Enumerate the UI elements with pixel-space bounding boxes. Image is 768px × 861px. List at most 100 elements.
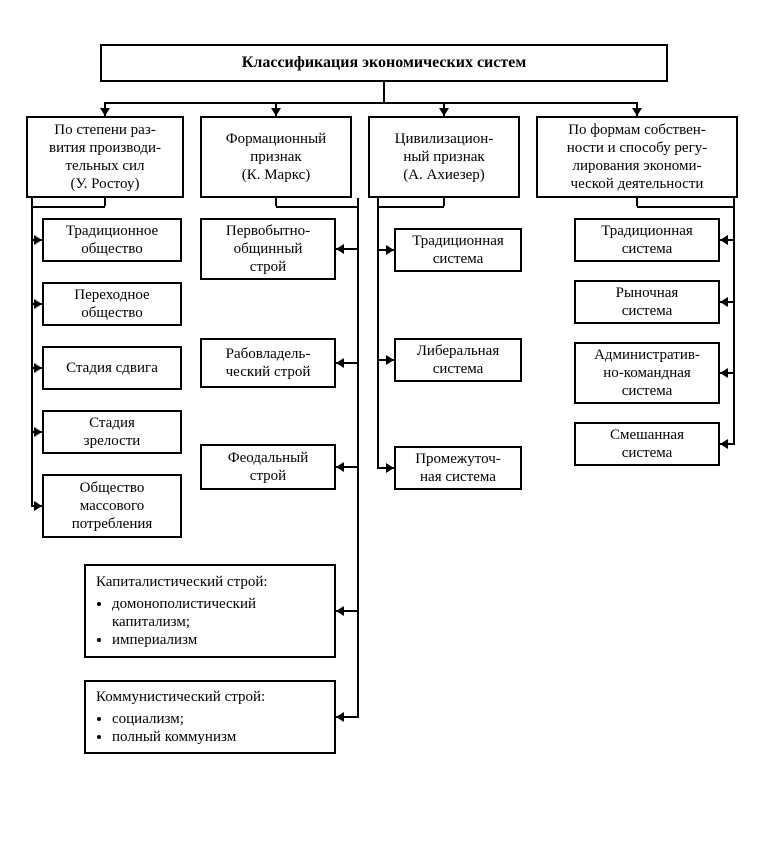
text-line: Смешанная: [610, 426, 684, 444]
arrow-left-icon: [336, 358, 344, 368]
category-c3: По формам собствен-ности и способу регу-…: [536, 116, 738, 198]
text-line: Либеральная: [417, 342, 500, 360]
text-line: строй: [250, 467, 286, 485]
item-c1-3: Капиталистический строй: домонополистичес…: [84, 564, 336, 658]
text-line: По степени раз-: [54, 121, 156, 139]
text-line: Первобытно-: [226, 222, 310, 240]
text-line: ческой деятельности: [571, 175, 704, 193]
connector: [105, 102, 637, 104]
item-c1-0: Первобытно-общинныйстрой: [200, 218, 336, 280]
text-line: массового: [80, 497, 145, 515]
text-line: система: [622, 444, 673, 462]
text-line: Традиционное: [66, 222, 158, 240]
arrow-left-icon: [336, 244, 344, 254]
item-c2-0: Традиционнаясистема: [394, 228, 522, 272]
bullet-item: домонополистический капитализм;: [112, 595, 324, 631]
text-line: Традиционная: [601, 222, 693, 240]
list-header: Коммунистический строй:: [96, 688, 265, 706]
text-line: общество: [81, 240, 142, 258]
text-line: система: [622, 302, 673, 320]
category-c1: Формационныйпризнак(К. Маркс): [200, 116, 352, 198]
text-line: вития производи-: [49, 139, 161, 157]
text-line: потребления: [72, 515, 153, 533]
arrow-right-icon: [34, 363, 42, 373]
connector: [443, 198, 445, 206]
text-line: система: [433, 360, 484, 378]
text-line: Административ-: [594, 346, 700, 364]
text-line: тельных сил: [65, 157, 144, 175]
item-c1-1: Рабовладель-ческий строй: [200, 338, 336, 388]
text-line: Классификация экономических систем: [242, 53, 526, 72]
connector: [378, 206, 444, 208]
item-c0-3: Стадиязрелости: [42, 410, 182, 454]
item-c0-0: Традиционноеобщество: [42, 218, 182, 262]
connector: [104, 198, 106, 206]
text-line: ности и способу регу-: [567, 139, 708, 157]
arrow-left-icon: [720, 297, 728, 307]
arrow-left-icon: [720, 368, 728, 378]
arrow-right-icon: [386, 463, 394, 473]
connector: [637, 206, 734, 208]
item-c0-4: Обществомассовогопотребления: [42, 474, 182, 538]
diagram-title: Классификация экономических систем: [100, 44, 668, 82]
text-line: признак: [250, 148, 301, 166]
arrow-down-icon: [271, 108, 281, 116]
connector: [32, 206, 105, 208]
arrow-left-icon: [336, 606, 344, 616]
text-line: (А. Ахиезер): [403, 166, 485, 184]
item-c1-2: Феодальныйстрой: [200, 444, 336, 490]
item-c3-2: Административ-но-команднаясистема: [574, 342, 720, 404]
arrow-right-icon: [34, 501, 42, 511]
item-c2-2: Промежуточ-ная система: [394, 446, 522, 490]
text-line: Стадия сдвига: [66, 359, 158, 377]
connector: [276, 206, 358, 208]
list-header: Капиталистический строй:: [96, 573, 268, 591]
text-line: Стадия: [89, 414, 135, 432]
text-line: общество: [81, 304, 142, 322]
text-line: общинный: [234, 240, 303, 258]
item-c2-1: Либеральнаясистема: [394, 338, 522, 382]
arrow-right-icon: [386, 355, 394, 365]
text-line: Феодальный: [228, 449, 308, 467]
arrow-down-icon: [439, 108, 449, 116]
item-c1-4: Коммунистический строй: социализм;полный …: [84, 680, 336, 754]
text-line: Цивилизацион-: [395, 130, 494, 148]
text-line: ная система: [420, 468, 496, 486]
connector: [31, 206, 33, 507]
arrow-left-icon: [720, 439, 728, 449]
arrow-right-icon: [386, 245, 394, 255]
bullet-item: социализм;: [112, 710, 236, 728]
text-line: Переходное: [74, 286, 149, 304]
arrow-right-icon: [34, 427, 42, 437]
text-line: система: [433, 250, 484, 268]
text-line: Формационный: [226, 130, 326, 148]
category-c2: Цивилизацион-ный признак(А. Ахиезер): [368, 116, 520, 198]
text-line: система: [622, 240, 673, 258]
bullet-list: домонополистический капитализм;империали…: [96, 595, 324, 649]
bullet-item: империализм: [112, 631, 324, 649]
connector: [275, 198, 277, 206]
item-c3-3: Смешаннаясистема: [574, 422, 720, 466]
text-line: строй: [250, 258, 286, 276]
item-c3-1: Рыночнаясистема: [574, 280, 720, 324]
connector: [377, 206, 379, 469]
category-c0: По степени раз-вития производи-тельных с…: [26, 116, 184, 198]
text-line: система: [622, 382, 673, 400]
text-line: Промежуточ-: [415, 450, 501, 468]
connector: [357, 206, 359, 718]
bullet-list: социализм;полный коммунизм: [96, 710, 236, 746]
arrow-right-icon: [34, 299, 42, 309]
item-c3-0: Традиционнаясистема: [574, 218, 720, 262]
arrow-right-icon: [34, 235, 42, 245]
text-line: ческий строй: [226, 363, 311, 381]
connector: [636, 198, 638, 206]
bullet-item: полный коммунизм: [112, 728, 236, 746]
arrow-down-icon: [632, 108, 642, 116]
text-line: По формам собствен-: [568, 121, 706, 139]
connector: [733, 206, 735, 445]
text-line: Рабовладель-: [226, 345, 311, 363]
text-line: но-командная: [603, 364, 691, 382]
arrow-left-icon: [336, 462, 344, 472]
item-c0-2: Стадия сдвига: [42, 346, 182, 390]
text-line: ный признак: [403, 148, 484, 166]
